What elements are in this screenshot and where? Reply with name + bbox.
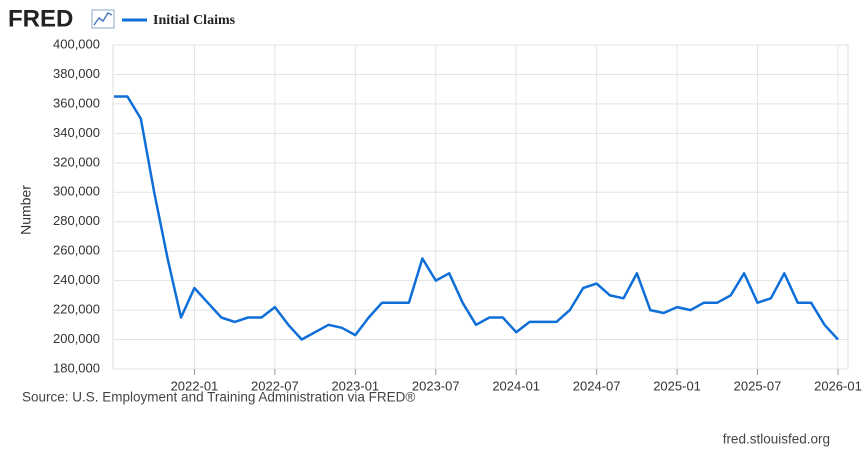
x-tick-label: 2024-01 (492, 378, 540, 393)
y-tick-label: 400,000 (53, 36, 100, 51)
y-tick-label: 180,000 (53, 360, 100, 375)
y-tick-label: 300,000 (53, 184, 100, 199)
y-tick-label: 340,000 (53, 125, 100, 140)
x-tick-label: 2023-01 (331, 378, 379, 393)
y-tick-label: 360,000 (53, 95, 100, 110)
y-tick-label: 320,000 (53, 154, 100, 169)
site: fred.stlouisfed.org (723, 432, 830, 447)
source: Source: U.S. Employment and Training Adm… (22, 390, 415, 405)
y-tick-label: 220,000 (53, 302, 100, 317)
x-tick-label: 2022-01 (171, 378, 219, 393)
x-tick-label: 2025-01 (653, 378, 701, 393)
x-tick-label: 2024-07 (573, 378, 621, 393)
x-tick-label: 2025-07 (734, 378, 782, 393)
y-tick-label: 260,000 (53, 243, 100, 258)
plot-area (112, 44, 849, 370)
logo: FRED (8, 5, 73, 32)
y-axis-label: Number (18, 185, 34, 235)
legend-label: Initial Claims (153, 13, 236, 28)
x-tick-label: 2022-07 (251, 378, 299, 393)
logo-icon (91, 9, 115, 29)
x-tick-label: 2023-07 (412, 378, 460, 393)
data-line (114, 95, 839, 341)
y-tick-label: 240,000 (53, 272, 100, 287)
y-tick-label: 380,000 (53, 66, 100, 81)
x-tick-label: 2026-01 (814, 378, 862, 393)
y-tick-label: 280,000 (53, 213, 100, 228)
y-tick-label: 200,000 (53, 331, 100, 346)
